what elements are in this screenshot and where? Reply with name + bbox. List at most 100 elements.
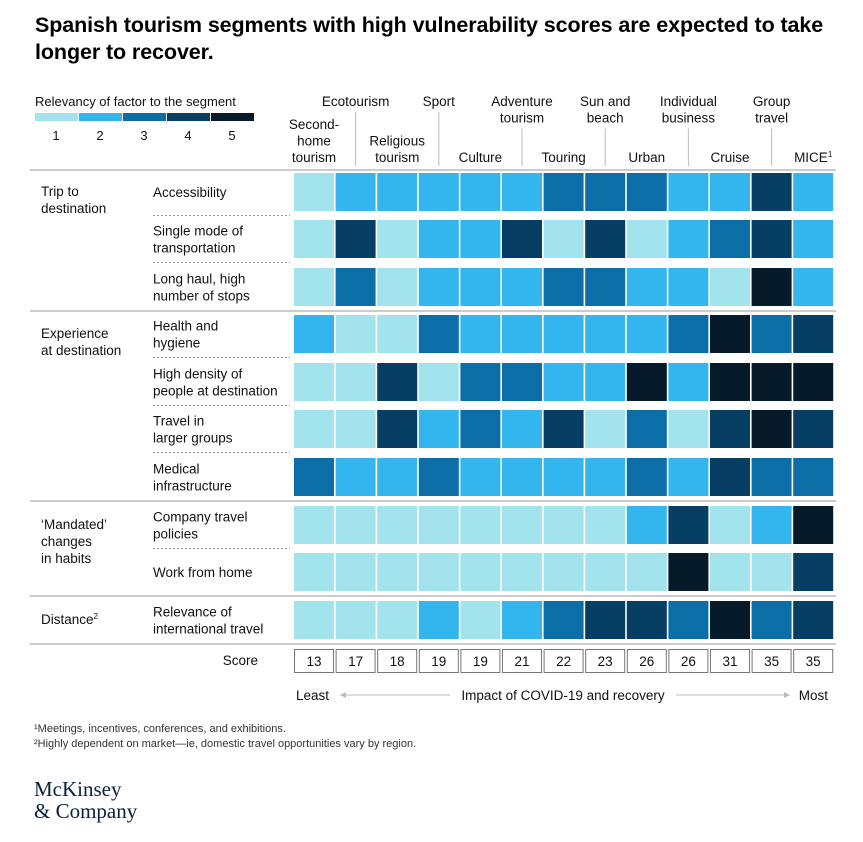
legend-swatch-2 xyxy=(79,113,122,121)
factor-label-8: Work from home xyxy=(153,565,253,580)
cell-r4-c9 xyxy=(668,363,709,401)
segment-label-4: Culture xyxy=(459,150,503,165)
cell-r8-c10 xyxy=(710,553,750,591)
cell-r1-c8 xyxy=(626,220,667,258)
cell-r8-c2 xyxy=(377,553,418,591)
score-box-10 xyxy=(710,649,750,673)
footnote-2: ²Highly dependent on market—ie, domestic… xyxy=(34,738,417,750)
cell-r4-c11 xyxy=(751,363,792,401)
axis-title: Impact of COVID-19 and recovery xyxy=(461,688,665,703)
cell-r7-c6 xyxy=(543,506,584,544)
axis-arrow-right xyxy=(784,692,790,698)
cell-r6-c3 xyxy=(418,458,459,496)
score-box-11 xyxy=(751,649,792,673)
cell-r1-c5 xyxy=(502,220,542,258)
cell-r4-c8 xyxy=(626,363,667,401)
cell-r9-c3 xyxy=(418,601,459,639)
legend-level-4: 4 xyxy=(184,128,191,143)
cell-r0-c2 xyxy=(377,173,418,211)
cell-r6-c9 xyxy=(668,458,709,496)
cell-r2-c7 xyxy=(585,268,626,306)
cell-r3-c5 xyxy=(502,315,542,353)
cell-r3-c2 xyxy=(377,315,418,353)
cell-r1-c4 xyxy=(460,220,501,258)
score-box-6 xyxy=(543,649,584,673)
cell-r9-c8 xyxy=(626,601,667,639)
cell-r5-c1 xyxy=(335,410,376,448)
cell-r0-c0 xyxy=(294,173,334,211)
cell-r7-c3 xyxy=(418,506,459,544)
cell-r7-c0 xyxy=(294,506,334,544)
score-value-10: 31 xyxy=(722,654,737,669)
cell-r6-c1 xyxy=(335,458,376,496)
cell-r9-c7 xyxy=(585,601,626,639)
cell-r8-c8 xyxy=(626,553,667,591)
group-label-2: ‘Mandated’ changes in habits xyxy=(41,517,107,566)
cell-r2-c4 xyxy=(460,268,501,306)
cell-r3-c3 xyxy=(418,315,459,353)
legend-swatch-3 xyxy=(123,113,166,121)
logo-line-2: & Company xyxy=(34,799,138,823)
cell-r1-c3 xyxy=(418,220,459,258)
cell-r5-c7 xyxy=(585,410,626,448)
cell-r7-c8 xyxy=(626,506,667,544)
cell-r8-c6 xyxy=(543,553,584,591)
cell-r6-c4 xyxy=(460,458,501,496)
factor-label-1: Single mode of transportation xyxy=(153,224,243,256)
cell-r5-c0 xyxy=(294,410,334,448)
score-value-6: 22 xyxy=(556,654,571,669)
cell-r7-c9 xyxy=(668,506,709,544)
cell-r9-c12 xyxy=(793,601,834,639)
cell-r4-c10 xyxy=(710,363,750,401)
cell-r1-c12 xyxy=(793,220,834,258)
cell-r0-c1 xyxy=(335,173,376,211)
cell-r6-c0 xyxy=(294,458,334,496)
cell-r4-c3 xyxy=(418,363,459,401)
cell-r8-c7 xyxy=(585,553,626,591)
cell-r9-c1 xyxy=(335,601,376,639)
axis-least-label: Least xyxy=(296,688,329,703)
segment-label-11: Group travel xyxy=(753,94,791,126)
legend-level-1: 1 xyxy=(52,128,59,143)
cell-r1-c6 xyxy=(543,220,584,258)
score-value-2: 18 xyxy=(390,654,405,669)
cell-r5-c9 xyxy=(668,410,709,448)
cell-r3-c0 xyxy=(294,315,334,353)
score-box-4 xyxy=(460,649,501,673)
cell-r1-c10 xyxy=(710,220,750,258)
cell-r3-c9 xyxy=(668,315,709,353)
cell-r2-c10 xyxy=(710,268,750,306)
footnote-1: ¹Meetings, incentives, conferences, and … xyxy=(34,723,286,735)
cell-r0-c6 xyxy=(543,173,584,211)
segment-label-5: Adventure tourism xyxy=(491,94,553,126)
score-box-3 xyxy=(418,649,459,673)
cell-r8-c12 xyxy=(793,553,834,591)
group-label-0: Trip to destination xyxy=(41,184,106,216)
cell-r7-c12 xyxy=(793,506,834,544)
score-value-11: 35 xyxy=(764,654,779,669)
segment-label-10: Cruise xyxy=(710,150,749,165)
cell-r0-c4 xyxy=(460,173,501,211)
factor-label-2: Long haul, high number of stops xyxy=(153,272,250,304)
cell-r9-c10 xyxy=(710,601,750,639)
cell-r4-c6 xyxy=(543,363,584,401)
cell-r1-c2 xyxy=(377,220,418,258)
cell-r2-c5 xyxy=(502,268,542,306)
legend-level-3: 3 xyxy=(140,128,147,143)
factor-label-9: Relevance of international travel xyxy=(153,605,263,637)
cell-r6-c5 xyxy=(502,458,542,496)
cell-r2-c0 xyxy=(294,268,334,306)
score-box-2 xyxy=(377,649,418,673)
group-label-1: Experience at destination xyxy=(41,326,121,358)
cell-r7-c7 xyxy=(585,506,626,544)
cell-r0-c8 xyxy=(626,173,667,211)
cell-r0-c5 xyxy=(502,173,542,211)
cell-r3-c7 xyxy=(585,315,626,353)
score-value-9: 26 xyxy=(681,654,696,669)
factor-label-3: Health and hygiene xyxy=(153,319,218,351)
cell-r0-c10 xyxy=(710,173,750,211)
group-label-3: Distance2 xyxy=(41,612,99,627)
score-value-7: 23 xyxy=(598,654,613,669)
segment-label-0: Second-home tourism xyxy=(289,117,339,165)
cell-r5-c10 xyxy=(710,410,750,448)
